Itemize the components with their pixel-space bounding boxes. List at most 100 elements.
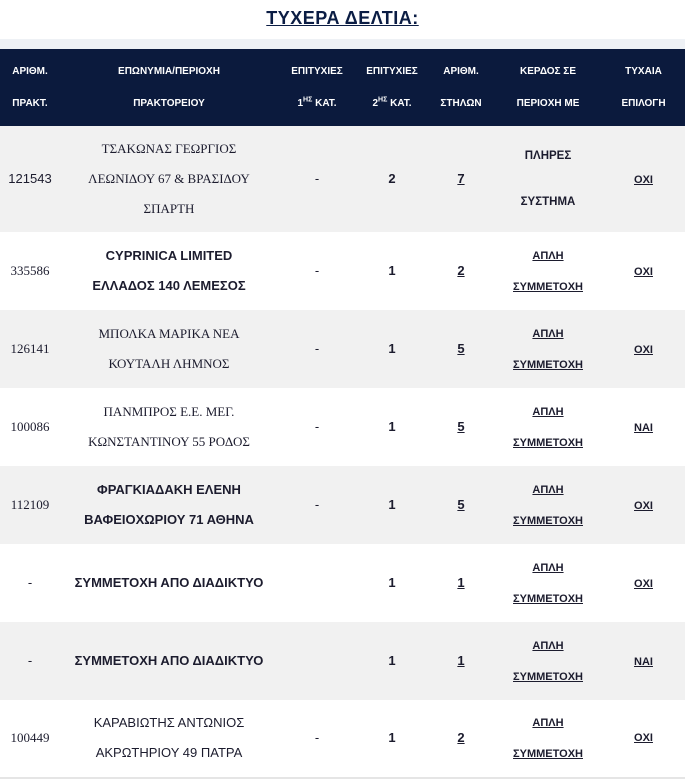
random-cell: ΟΧΙ: [602, 700, 685, 775]
columns-link[interactable]: 1: [457, 575, 465, 590]
header-random: ΤΥΧΑΙΑ ΕΠΙΛΟΓΗ: [602, 49, 685, 126]
columns-link[interactable]: 7: [457, 171, 465, 186]
gain-link[interactable]: ΑΠΛΗ: [532, 328, 564, 340]
random-link[interactable]: ΟΧΙ: [634, 173, 653, 186]
gain-cell: ΑΠΛΗ ΣΥΜΜΕΤΟΧΗ: [494, 622, 602, 700]
agency-no: 121543: [0, 126, 60, 232]
lucky-tickets-table: ΑΡΙΘΜ. ΠΡΑΚΤ. ΕΠΩΝΥΜΙΑ/ΠΕΡΙΟΧΗ ΠΡΑΚΤΟΡΕΙΟΥ…: [0, 49, 685, 775]
gain-cell: ΑΠΛΗ ΣΥΜΜΕΤΟΧΗ: [494, 544, 602, 622]
table-row: 112109 ΦΡΑΓΚΙΑΔΑΚΗ ΕΛΕΝΗ ΒΑΦΕΙΟΧΩΡΙΟΥ 71 …: [0, 466, 685, 544]
gain-link[interactable]: ΑΠΛΗ: [532, 406, 564, 418]
gain-link[interactable]: ΣΥΜΜΕΤΟΧΗ: [513, 747, 583, 760]
table-row: 335586 CYPRINICA LIMITED ΕΛΛΑΔΟΣ 140 ΛΕΜΕ…: [0, 232, 685, 310]
wins-cat2: 1: [356, 388, 428, 466]
table-row: 100086 ΠΑΝΜΠΡΟΣ Ε.Ε. ΜΕΓ. ΚΩΝΣΤΑΝΤΙΝΟΥ 55…: [0, 388, 685, 466]
random-link[interactable]: ΟΧΙ: [634, 265, 653, 278]
columns-link[interactable]: 2: [457, 263, 465, 278]
page-title: ΤΥΧΕΡΑ ΔΕΛΤΙΑ:: [266, 8, 419, 28]
agency-no: 112109: [0, 466, 60, 544]
columns-link[interactable]: 5: [457, 497, 465, 512]
gain-link[interactable]: ΑΠΛΗ: [532, 484, 564, 496]
agency-name: ΚΑΡΑΒΙΩΤΗΣ ΑΝΤΩΝΙΟΣ ΑΚΡΩΤΗΡΙΟΥ 49 ΠΑΤΡΑ: [60, 700, 278, 775]
wins-cat2: 2: [356, 126, 428, 232]
agency-no: 335586: [0, 232, 60, 310]
columns-cell: 1: [428, 622, 494, 700]
wins-cat1: [278, 622, 356, 700]
columns-link[interactable]: 2: [457, 729, 465, 745]
columns-cell: 5: [428, 466, 494, 544]
agency-name: CYPRINICA LIMITED ΕΛΛΑΔΟΣ 140 ΛΕΜΕΣΟΣ: [60, 232, 278, 310]
gain-cell: ΑΠΛΗ ΣΥΜΜΕΤΟΧΗ: [494, 388, 602, 466]
wins-cat1: -: [278, 388, 356, 466]
columns-link[interactable]: 1: [457, 653, 465, 668]
table-row: - ΣΥΜΜΕΤΟΧΗ ΑΠΟ ΔΙΑΔΙΚΤΥΟ 1 1 ΑΠΛΗ ΣΥΜΜΕΤ…: [0, 622, 685, 700]
agency-name: ΣΥΜΜΕΤΟΧΗ ΑΠΟ ΔΙΑΔΙΚΤΥΟ: [60, 544, 278, 622]
wins-cat2: 1: [356, 622, 428, 700]
gain-link[interactable]: ΣΥΜΜΕΤΟΧΗ: [513, 359, 583, 371]
agency-no: 100449: [0, 700, 60, 775]
gain-link[interactable]: ΑΠΛΗ: [532, 250, 564, 262]
table-header-row: ΑΡΙΘΜ. ΠΡΑΚΤ. ΕΠΩΝΥΜΙΑ/ΠΕΡΙΟΧΗ ΠΡΑΚΤΟΡΕΙΟΥ…: [0, 49, 685, 126]
agency-name: ΜΠΟΛΚΑ ΜΑΡΙΚΑ ΝΕΑ ΚΟΥΤΑΛΗ ΛΗΜΝΟΣ: [60, 310, 278, 388]
random-link[interactable]: ΟΧΙ: [634, 732, 653, 744]
random-cell: ΟΧΙ: [602, 232, 685, 310]
agency-no: -: [0, 622, 60, 700]
header-wins-cat2: ΕΠΙΤΥΧΙΕΣ 2ΗΣ ΚΑΤ.: [356, 49, 428, 126]
agency-name: ΤΣΑΚΩΝΑΣ ΓΕΩΡΓΙΟΣ ΛΕΩΝΙΔΟΥ 67 & ΒΡΑΣΙΔΟΥ Σ…: [60, 126, 278, 232]
random-link[interactable]: ΟΧΙ: [634, 499, 653, 512]
random-cell: ΝΑΙ: [602, 388, 685, 466]
random-cell: ΟΧΙ: [602, 310, 685, 388]
wins-cat2: 1: [356, 232, 428, 310]
agency-name: ΦΡΑΓΚΙΑΔΑΚΗ ΕΛΕΝΗ ΒΑΦΕΙΟΧΩΡΙΟΥ 71 ΑΘΗΝΑ: [60, 466, 278, 544]
wins-cat1: -: [278, 700, 356, 775]
columns-link[interactable]: 5: [457, 419, 465, 434]
gain-cell: ΑΠΛΗ ΣΥΜΜΕΤΟΧΗ: [494, 310, 602, 388]
gain-cell: ΑΠΛΗ ΣΥΜΜΕΤΟΧΗ: [494, 700, 602, 775]
table-row: 100449 ΚΑΡΑΒΙΩΤΗΣ ΑΝΤΩΝΙΟΣ ΑΚΡΩΤΗΡΙΟΥ 49 …: [0, 700, 685, 775]
header-agency-no: ΑΡΙΘΜ. ΠΡΑΚΤ.: [0, 49, 60, 126]
wins-cat1: -: [278, 126, 356, 232]
wins-cat1: -: [278, 310, 356, 388]
gain-link[interactable]: ΣΥΜΜΕΤΟΧΗ: [513, 671, 583, 683]
table-row: - ΣΥΜΜΕΤΟΧΗ ΑΠΟ ΔΙΑΔΙΚΤΥΟ 1 1 ΑΠΛΗ ΣΥΜΜΕΤ…: [0, 544, 685, 622]
gain-link[interactable]: ΑΠΛΗ: [532, 640, 564, 652]
header-columns: ΑΡΙΘΜ. ΣΤΗΛΩΝ: [428, 49, 494, 126]
random-link[interactable]: ΟΧΙ: [634, 577, 653, 590]
gain-link[interactable]: ΣΥΜΜΕΤΟΧΗ: [513, 593, 583, 605]
agency-name: ΠΑΝΜΠΡΟΣ Ε.Ε. ΜΕΓ. ΚΩΝΣΤΑΝΤΙΝΟΥ 55 ΡΟΔΟΣ: [60, 388, 278, 466]
wins-cat2: 1: [356, 310, 428, 388]
random-link[interactable]: ΟΧΙ: [634, 343, 653, 356]
wins-cat2: 1: [356, 466, 428, 544]
columns-cell: 1: [428, 544, 494, 622]
wins-cat2: 1: [356, 700, 428, 775]
columns-cell: 2: [428, 700, 494, 775]
top-divider: [0, 39, 685, 49]
gain-link[interactable]: ΑΠΛΗ: [532, 562, 564, 574]
gain-link[interactable]: ΑΠΛΗ: [532, 716, 564, 729]
header-agency-name: ΕΠΩΝΥΜΙΑ/ΠΕΡΙΟΧΗ ΠΡΑΚΤΟΡΕΙΟΥ: [60, 49, 278, 126]
gain-link[interactable]: ΣΥΜΜΕΤΟΧΗ: [513, 437, 583, 449]
agency-no: -: [0, 544, 60, 622]
wins-cat1: -: [278, 466, 356, 544]
gain-link[interactable]: ΣΥΜΜΕΤΟΧΗ: [513, 515, 583, 527]
gain-cell: ΑΠΛΗ ΣΥΜΜΕΤΟΧΗ: [494, 232, 602, 310]
columns-cell: 5: [428, 310, 494, 388]
table-row: 126141 ΜΠΟΛΚΑ ΜΑΡΙΚΑ ΝΕΑ ΚΟΥΤΑΛΗ ΛΗΜΝΟΣ -…: [0, 310, 685, 388]
columns-link[interactable]: 5: [457, 341, 465, 356]
random-cell: ΝΑΙ: [602, 622, 685, 700]
columns-cell: 7: [428, 126, 494, 232]
table-row: 121543 ΤΣΑΚΩΝΑΣ ΓΕΩΡΓΙΟΣ ΛΕΩΝΙΔΟΥ 67 & ΒΡ…: [0, 126, 685, 232]
columns-cell: 5: [428, 388, 494, 466]
agency-no: 100086: [0, 388, 60, 466]
random-cell: ΟΧΙ: [602, 466, 685, 544]
random-cell: ΟΧΙ: [602, 544, 685, 622]
random-link[interactable]: ΝΑΙ: [634, 655, 653, 668]
random-link[interactable]: ΝΑΙ: [634, 421, 653, 434]
gain-link[interactable]: ΣΥΜΜΕΤΟΧΗ: [513, 281, 583, 293]
header-wins-cat1: ΕΠΙΤΥΧΙΕΣ 1ΗΣ ΚΑΤ.: [278, 49, 356, 126]
gain-cell: ΑΠΛΗ ΣΥΜΜΕΤΟΧΗ: [494, 466, 602, 544]
bottom-divider: [0, 777, 685, 779]
agency-no: 126141: [0, 310, 60, 388]
columns-cell: 2: [428, 232, 494, 310]
wins-cat1: [278, 544, 356, 622]
